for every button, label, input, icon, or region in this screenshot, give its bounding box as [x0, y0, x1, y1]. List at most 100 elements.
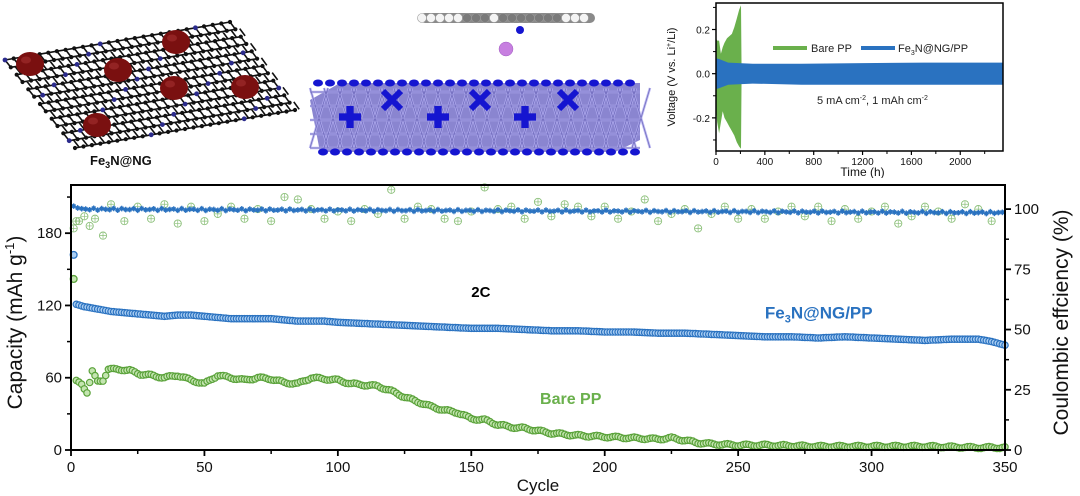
legend-label-bare-pp: Bare PP: [811, 43, 852, 55]
ce-point-bare-pp: [200, 217, 209, 226]
ce-point-fe3n: [715, 209, 721, 216]
carbon-atom: [141, 34, 146, 39]
ce-point-fe3n: [695, 209, 701, 215]
carbon-atom: [257, 72, 262, 77]
ce-point-fe3n: [523, 207, 529, 213]
carbon-atom: [163, 63, 168, 68]
surface-nitrogen-atom: [433, 79, 443, 87]
ce-point-fe3n: [827, 209, 833, 215]
carbon-atom: [195, 41, 200, 47]
ce-point-bare-pp: [280, 192, 289, 202]
carbon-atom: [138, 43, 143, 48]
carbon-atom: [265, 71, 270, 76]
ce-point-bare-pp: [267, 217, 276, 226]
ce-point-fe3n: [455, 206, 461, 213]
ce-point-fe3n: [867, 209, 873, 215]
ce-point-fe3n: [487, 207, 493, 214]
series-fe3n-ce: [71, 203, 1005, 217]
carbon-atom: [55, 99, 60, 104]
ce-point-fe3n: [383, 207, 389, 214]
ce-point-fe3n: [791, 208, 797, 214]
carbon-atom: [80, 94, 85, 99]
surface-nitrogen-atom: [486, 148, 496, 156]
carbon-atom: [132, 60, 137, 66]
carbon-atom: [97, 91, 102, 96]
ce-point-fe3n: [191, 206, 197, 213]
carbon-atom: [284, 109, 289, 114]
ce-point-fe3n: [651, 207, 657, 214]
carbon-atom: [61, 131, 66, 136]
ce-point-fe3n: [603, 207, 609, 213]
inset-series-fe3n-ng-pp: [716, 58, 1003, 90]
ce-point-cross: [201, 218, 208, 225]
interstitial-nitrogen: [434, 106, 442, 128]
lithium-atom: [498, 41, 514, 57]
organic-molecule: [417, 13, 595, 34]
ce-point-bare-pp: [960, 200, 970, 209]
ce-point-fe3n: [627, 209, 633, 215]
ce-point-fe3n: [263, 208, 269, 214]
carbon-atom: [112, 122, 117, 127]
surface-nitrogen-atom: [421, 79, 431, 87]
ce-point-cross: [641, 196, 648, 203]
carbon-atom: [103, 49, 108, 54]
carbon-atom: [83, 110, 88, 115]
ce-point-fe3n: [103, 206, 109, 213]
surface-nitrogen-atom: [529, 79, 539, 87]
inset-y-tick-label: -0.2: [693, 114, 711, 125]
ce-point-fe3n: [615, 208, 621, 214]
carbon-atom: [190, 34, 195, 39]
hydrogen-atom: [444, 13, 454, 23]
inset-x-tick-label: 0: [713, 157, 719, 168]
carbon-atom: [160, 97, 165, 102]
ce-point-fe3n: [127, 206, 133, 213]
ce-point-bare-pp: [880, 202, 889, 211]
ce-point-fe3n: [799, 208, 805, 214]
carbon-atom: [43, 84, 48, 89]
fe3n-particle: [231, 75, 259, 99]
ce-point-cross: [815, 203, 822, 210]
carbon-atom: [220, 87, 225, 92]
ce-point-fe3n: [943, 210, 949, 217]
ce-point-fe3n: [359, 207, 365, 213]
carbon-atom: [72, 71, 77, 76]
carbon-atom: [95, 75, 100, 80]
carbon-atom: [215, 55, 220, 60]
carbon-atom: [124, 37, 129, 42]
carbon-atom: [84, 135, 89, 140]
ce-point-bare-pp: [320, 214, 329, 223]
carbon-atom: [146, 41, 152, 47]
carbon-atom: [69, 55, 74, 60]
carbon-atom: [233, 27, 238, 32]
ce-point-fe3n: [247, 206, 253, 212]
capacity-point-bare-pp: [101, 371, 110, 380]
carbon-atom: [117, 129, 123, 134]
ce-point-fe3n: [431, 208, 437, 215]
ce-point-fe3n: [911, 209, 917, 216]
ce-point-fe3n: [931, 209, 937, 216]
surface-nitrogen-atom: [390, 148, 400, 156]
carbon-atom: [135, 52, 140, 57]
ce-point-bare-pp: [760, 214, 769, 223]
ce-point-fe3n: [435, 206, 441, 213]
carbon-atom: [259, 88, 264, 93]
carbon-atom: [223, 53, 228, 58]
main-x-tick-label: 150: [459, 459, 484, 476]
carbon-atom: [154, 90, 159, 95]
carbon-atom: [126, 53, 131, 58]
carbon-atom: [224, 28, 229, 33]
nitrogen-atom: [241, 116, 247, 122]
surface-nitrogen-atom: [541, 79, 551, 87]
carbon-atom: [98, 141, 103, 146]
ce-point-fe3n: [279, 206, 285, 213]
annotation-2c: 2C: [471, 284, 490, 301]
carbon-atom: [203, 90, 208, 95]
ce-point-fe3n: [939, 208, 945, 215]
inset-x-tick-label: 1200: [851, 157, 874, 168]
ce-point-fe3n: [211, 206, 217, 213]
particle-highlight: [109, 62, 119, 70]
ce-point-fe3n: [467, 207, 473, 214]
carbon-atom: [80, 44, 85, 49]
adsorption-model-schematic: [308, 13, 652, 156]
surface-nitrogen-atom: [577, 79, 587, 87]
